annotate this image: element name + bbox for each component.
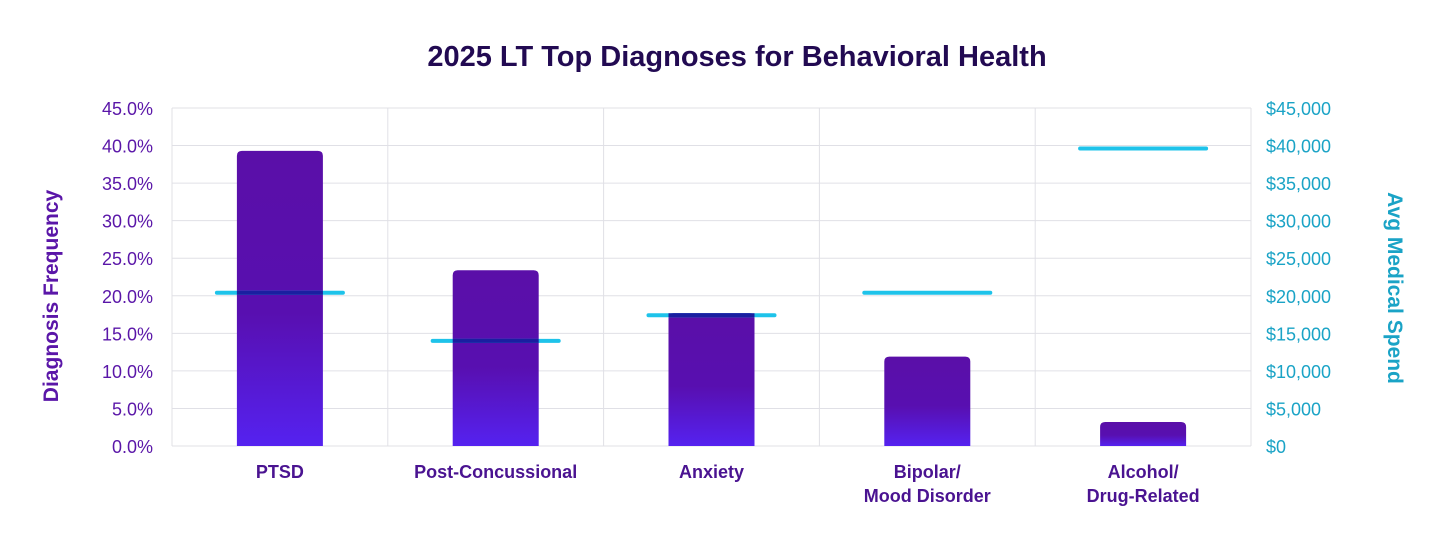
category-label: Drug-Related bbox=[1087, 486, 1200, 506]
right-tick-label: $30,000 bbox=[1266, 212, 1331, 232]
category-label: Post-Concussional bbox=[414, 462, 577, 482]
category-label: Alcohol/ bbox=[1108, 462, 1179, 482]
right-tick-label: $0 bbox=[1266, 437, 1286, 457]
category-label: Mood Disorder bbox=[864, 486, 991, 506]
left-tick-label: 15.0% bbox=[102, 324, 153, 344]
left-axis-ticks: 0.0% 5.0% 10.0% 15.0% 20.0% 25.0% 30.0% 35.0% 40… bbox=[102, 99, 153, 457]
left-tick-label: 0.0% bbox=[112, 437, 153, 457]
bar bbox=[1100, 421, 1187, 446]
left-tick-label: 30.0% bbox=[102, 212, 153, 232]
bars bbox=[236, 150, 1187, 446]
category-label: Bipolar/ bbox=[894, 462, 961, 482]
left-tick-label: 20.0% bbox=[102, 287, 153, 307]
right-axis-label: Avg Medical Spend bbox=[1383, 192, 1406, 384]
chart-title: 2025 LT Top Diagnoses for Behavioral Hea… bbox=[427, 41, 1046, 73]
bar bbox=[884, 356, 971, 446]
right-tick-label: $5,000 bbox=[1266, 399, 1321, 419]
category-label: Anxiety bbox=[679, 462, 744, 482]
category-labels: PTSD Post-Concussional Anxiety Bipolar/Mood… bbox=[256, 462, 1200, 506]
bar bbox=[452, 270, 539, 446]
gridlines bbox=[171, 107, 1252, 447]
category-label: PTSD bbox=[256, 462, 304, 482]
left-tick-label: 5.0% bbox=[112, 399, 153, 419]
bar bbox=[668, 313, 755, 446]
right-tick-label: $35,000 bbox=[1266, 174, 1331, 194]
left-tick-label: 10.0% bbox=[102, 362, 153, 382]
right-axis-ticks: $0 $5,000 $10,000 $15,000 $20,000 $25,000 $30,… bbox=[1266, 99, 1331, 457]
left-tick-label: 45.0% bbox=[102, 99, 153, 119]
left-tick-label: 35.0% bbox=[102, 174, 153, 194]
left-tick-label: 25.0% bbox=[102, 249, 153, 269]
left-axis-label: Diagnosis Frequency bbox=[40, 189, 63, 402]
right-tick-label: $10,000 bbox=[1266, 362, 1331, 382]
right-tick-label: $25,000 bbox=[1266, 249, 1331, 269]
left-tick-label: 40.0% bbox=[102, 137, 153, 157]
right-tick-label: $20,000 bbox=[1266, 287, 1331, 307]
spend-markers bbox=[214, 146, 1209, 343]
bar bbox=[236, 150, 323, 446]
right-tick-label: $15,000 bbox=[1266, 324, 1331, 344]
right-tick-label: $45,000 bbox=[1266, 99, 1331, 119]
right-tick-label: $40,000 bbox=[1266, 137, 1331, 157]
